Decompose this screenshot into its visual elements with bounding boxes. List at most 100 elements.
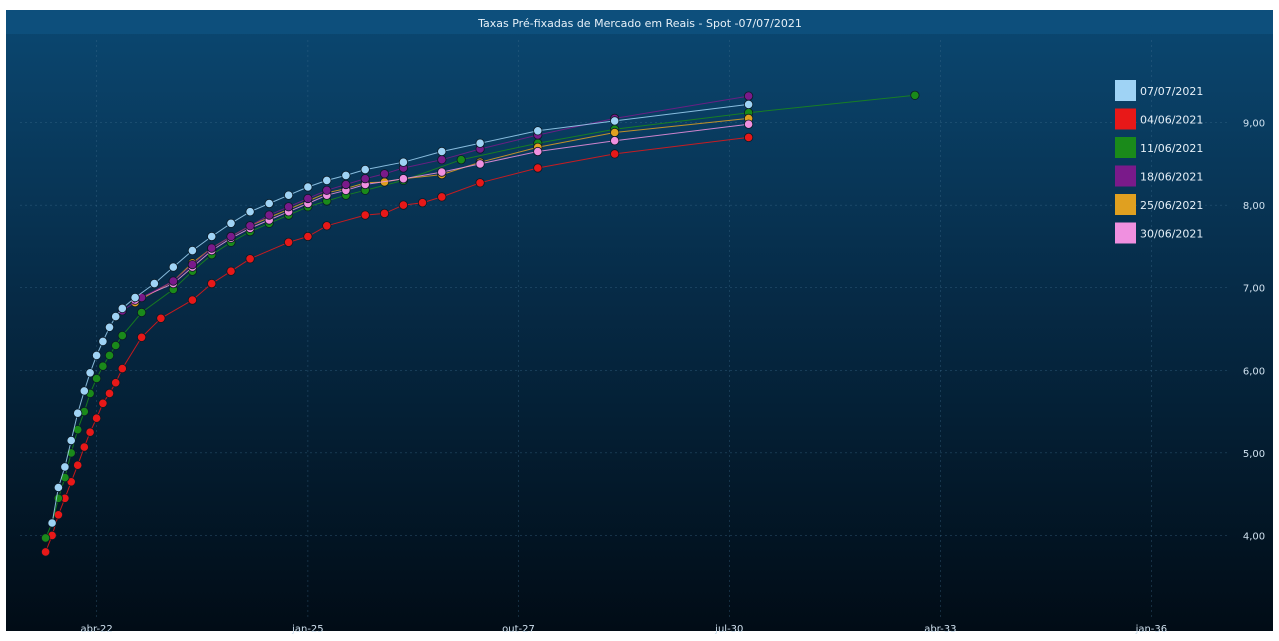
- data-point: [79, 386, 89, 396]
- data-point: [264, 198, 274, 209]
- legend-swatch: [1115, 80, 1136, 101]
- legend-label: 04/06/2021: [1140, 114, 1203, 127]
- x-axis-ticks: abr-22 jan-25 out-27 jul-30 abr-33 jan-36: [81, 624, 1168, 635]
- data-point: [156, 313, 166, 323]
- legend-label: 11/06/2021: [1140, 142, 1203, 155]
- data-point: [104, 350, 115, 360]
- data-point: [98, 336, 108, 346]
- data-point: [66, 477, 76, 487]
- data-point: [117, 363, 127, 374]
- data-point: [111, 340, 121, 351]
- x-tick-label: abr-22: [81, 624, 113, 635]
- data-point: [207, 231, 217, 242]
- data-point: [226, 218, 236, 228]
- data-point: [92, 373, 102, 384]
- data-point: [283, 202, 294, 212]
- data-point: [303, 182, 313, 192]
- data-point: [475, 178, 485, 188]
- x-tick-label: jan-36: [1135, 624, 1168, 635]
- y-tick-label: 9,00: [1243, 119, 1265, 130]
- legend: 07/07/2021 04/06/2021 11/06/2021 18/06/2021…: [1115, 80, 1203, 244]
- data-point: [111, 311, 121, 322]
- data-point: [53, 510, 64, 520]
- data-point: [610, 136, 620, 146]
- series-04/06/2021: [40, 132, 754, 557]
- data-point: [533, 146, 543, 157]
- data-point: [168, 276, 178, 286]
- data-point: [149, 278, 159, 289]
- data-point: [60, 462, 70, 472]
- data-point: [743, 91, 754, 101]
- chart-background: [6, 10, 1273, 631]
- data-point: [533, 126, 543, 136]
- data-point: [187, 295, 197, 305]
- data-point: [360, 210, 370, 220]
- data-point: [417, 198, 428, 208]
- data-point: [245, 221, 255, 231]
- data-point: [456, 155, 466, 165]
- data-point: [341, 179, 351, 190]
- data-point: [111, 378, 121, 388]
- data-point: [137, 332, 147, 342]
- data-point: [130, 292, 140, 303]
- data-point: [104, 388, 115, 398]
- data-point: [437, 155, 447, 165]
- y-tick-label: 6,00: [1243, 366, 1265, 377]
- grid-lines: [20, 40, 1228, 618]
- data-point: [73, 460, 83, 470]
- data-point: [360, 165, 370, 175]
- data-point: [98, 361, 108, 371]
- x-tick-label: jul-30: [714, 624, 743, 635]
- legend-swatch: [1115, 165, 1136, 187]
- data-point: [264, 210, 274, 220]
- data-point: [187, 259, 197, 270]
- data-point: [168, 262, 178, 272]
- legend-label: 18/06/2021: [1140, 171, 1203, 184]
- data-point: [533, 163, 543, 173]
- data-point: [73, 408, 83, 418]
- data-point: [60, 472, 70, 483]
- y-tick-label: 7,00: [1243, 284, 1265, 295]
- data-point: [437, 192, 447, 202]
- data-point: [92, 413, 102, 423]
- legend-swatch: [1115, 137, 1136, 158]
- series-07/07/2021: [47, 99, 754, 528]
- data-point: [117, 303, 127, 313]
- data-point: [322, 185, 332, 195]
- data-point: [360, 174, 370, 184]
- data-point: [283, 237, 294, 247]
- y-tick-label: 5,00: [1243, 449, 1265, 460]
- data-point: [322, 221, 332, 231]
- data-point: [283, 190, 294, 200]
- data-point: [379, 169, 390, 179]
- data-point: [743, 99, 754, 110]
- data-point: [85, 368, 95, 378]
- title-bar: [6, 10, 1273, 34]
- legend-label: 30/06/2021: [1140, 228, 1203, 241]
- data-point: [226, 231, 236, 242]
- data-point: [117, 330, 127, 341]
- data-point: [398, 174, 408, 184]
- data-point: [226, 266, 236, 276]
- data-point: [245, 254, 255, 264]
- data-point: [398, 200, 408, 210]
- data-point: [743, 132, 754, 142]
- data-point: [303, 231, 313, 242]
- x-tick-label: abr-33: [924, 624, 956, 635]
- data-point: [53, 482, 64, 493]
- data-point: [40, 533, 51, 543]
- data-point: [475, 159, 485, 169]
- data-point: [207, 278, 217, 289]
- legend-swatch: [1115, 108, 1136, 130]
- data-point: [66, 435, 76, 446]
- data-point: [379, 208, 390, 218]
- legend-swatch: [1115, 222, 1136, 244]
- data-point: [137, 307, 147, 318]
- data-point: [47, 518, 57, 528]
- data-point: [104, 322, 115, 332]
- data-point: [303, 193, 313, 204]
- data-point: [187, 246, 197, 256]
- data-point: [341, 170, 351, 180]
